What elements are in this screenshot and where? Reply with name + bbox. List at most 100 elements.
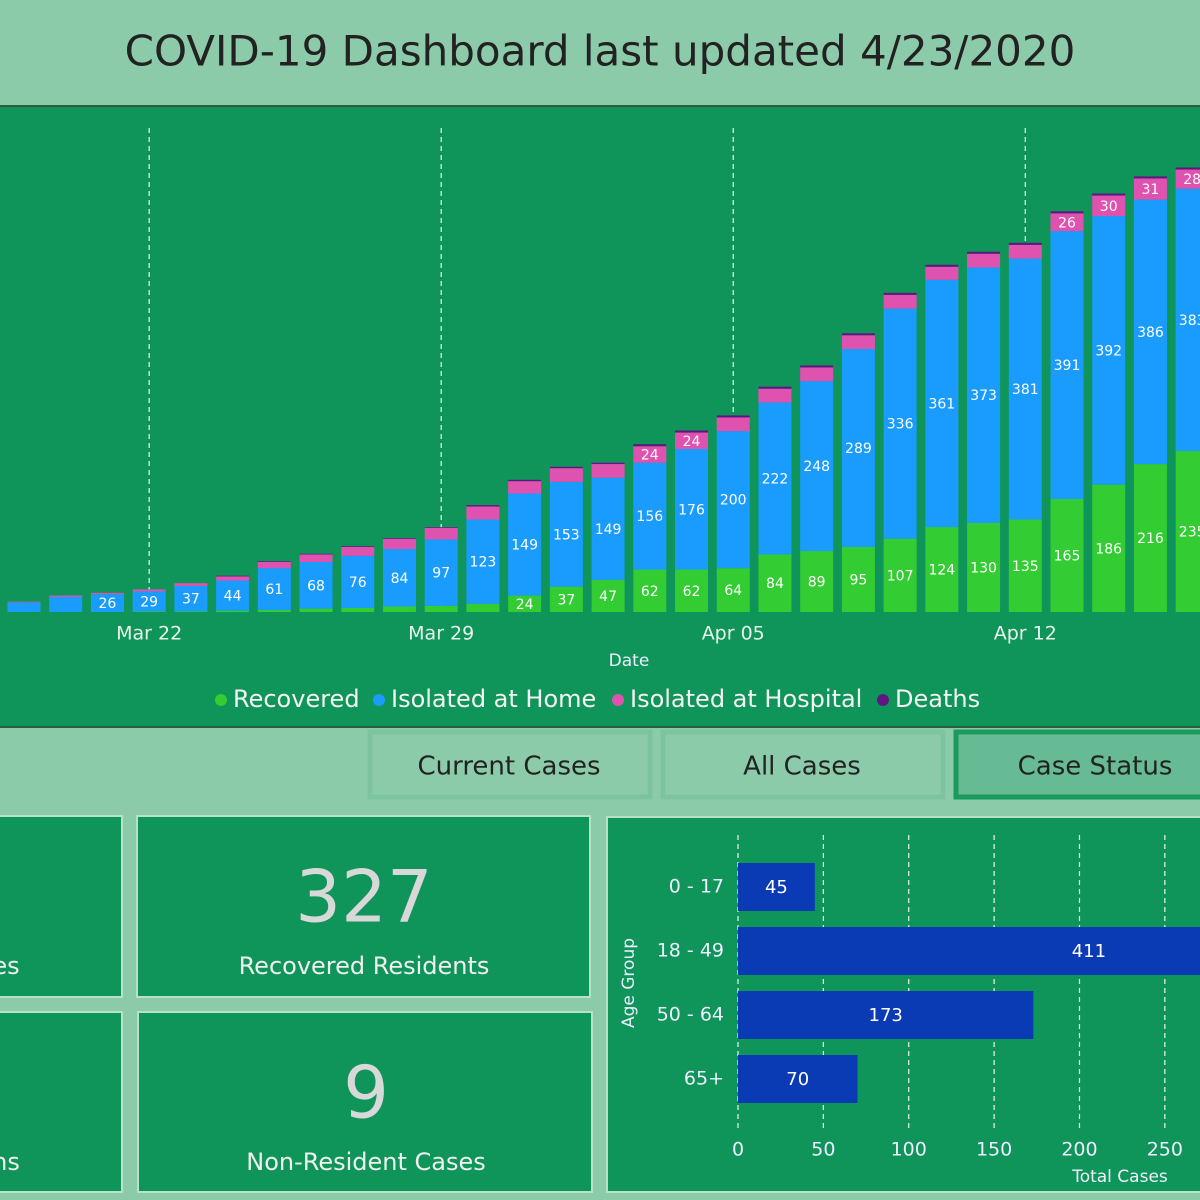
bar-segment <box>257 568 291 610</box>
bar-segment <box>758 386 792 389</box>
bar-segment <box>341 555 375 608</box>
bar-segment <box>800 367 834 382</box>
data-label: 26 <box>1058 215 1076 231</box>
tab-button[interactable] <box>953 729 1200 800</box>
bar-segment <box>299 562 333 609</box>
bar-segment <box>675 430 709 433</box>
axis-title: Age Group <box>619 938 639 1028</box>
x-tick-label: 100 <box>891 1139 927 1161</box>
bar-segment <box>466 506 500 520</box>
bar-segment <box>1050 498 1084 612</box>
bar-segment <box>925 264 959 267</box>
bar <box>738 927 1200 975</box>
card <box>136 815 591 998</box>
data-label: 216 <box>1137 531 1164 547</box>
bar-segment <box>174 583 208 586</box>
bar-segment <box>1008 242 1042 245</box>
bar-segment <box>549 466 583 469</box>
bar-segment <box>800 365 834 368</box>
card <box>137 1011 593 1193</box>
data-label: 200 <box>720 493 747 509</box>
bar-segment <box>1175 169 1200 189</box>
bar-segment <box>341 607 375 612</box>
bar-segment <box>1092 195 1126 217</box>
x-tick-label: 150 <box>976 1139 1012 1161</box>
bar-segment <box>90 592 124 595</box>
card-label: es <box>0 952 20 980</box>
data-label: 84 <box>391 571 409 587</box>
data-label: 29 <box>140 594 158 610</box>
legend-marker <box>877 694 889 706</box>
bar-segment <box>1175 167 1200 170</box>
bar-segment <box>257 561 291 562</box>
bar-segment <box>800 551 834 612</box>
bar-segment <box>1175 451 1200 612</box>
data-label: 76 <box>349 575 367 591</box>
bar-segment <box>1133 464 1167 612</box>
bar <box>738 991 1034 1039</box>
bar-segment <box>382 538 416 539</box>
bar-segment <box>967 253 1001 268</box>
bar-segment <box>758 402 792 555</box>
x-tick-label: 50 <box>811 1139 835 1161</box>
bar-segment <box>716 415 750 418</box>
x-tick-label: 250 <box>1147 1139 1183 1161</box>
data-label: 176 <box>678 502 705 518</box>
data-label: 383 <box>1179 313 1200 329</box>
bar-segment <box>1008 244 1042 259</box>
bar-segment <box>1050 211 1084 214</box>
tab-button[interactable] <box>367 729 653 800</box>
bar-segment <box>299 608 333 612</box>
data-label: 24 <box>516 597 534 613</box>
bar-segment <box>424 605 458 612</box>
tab-label[interactable]: All Cases <box>743 752 861 782</box>
bar-segment <box>216 610 250 612</box>
bar-segment <box>299 553 333 555</box>
tab-label[interactable]: Case Status <box>1018 752 1173 782</box>
data-label: 336 <box>887 417 914 433</box>
bar-segment <box>257 562 291 569</box>
bar-segment <box>508 479 542 482</box>
bar-segment <box>925 279 959 528</box>
bar-segment <box>967 251 1001 254</box>
bar-segment <box>1092 484 1126 612</box>
x-tick-label: Apr 05 <box>702 623 765 645</box>
bar-segment <box>1050 213 1084 232</box>
bar-segment <box>1175 188 1200 452</box>
axis-title: Total Cases <box>1071 1167 1168 1187</box>
bar-segment <box>633 462 667 570</box>
bar-segment <box>633 569 667 612</box>
legend-marker <box>373 694 385 706</box>
bar-segment <box>883 538 917 612</box>
data-label: 124 <box>928 563 955 579</box>
bar-segment <box>216 580 250 611</box>
data-label: 28 <box>1183 172 1200 188</box>
card-value: 327 <box>295 855 432 939</box>
legend-marker <box>612 694 624 706</box>
bar-segment <box>758 388 792 403</box>
tab-button[interactable] <box>660 729 946 800</box>
bar-segment <box>424 527 458 528</box>
data-label: 222 <box>762 471 789 487</box>
bar-segment <box>549 481 583 587</box>
bar-segment <box>1008 519 1042 612</box>
tab-label[interactable]: Current Cases <box>417 752 600 782</box>
bar-segment <box>675 432 709 449</box>
data-label: 361 <box>928 396 955 412</box>
data-label: 68 <box>307 578 325 594</box>
card-label: Non-Resident Cases <box>246 1148 486 1176</box>
data-label: 84 <box>766 576 784 592</box>
bar-segment <box>1092 193 1126 196</box>
data-label: 30 <box>1100 199 1118 215</box>
data-label: 381 <box>1012 382 1039 398</box>
data-label: 62 <box>683 584 701 600</box>
y-tick-label: 65+ <box>684 1068 724 1090</box>
bar-segment <box>675 448 709 570</box>
data-label: 373 <box>970 388 997 404</box>
legend-label: Recovered <box>233 685 360 713</box>
data-label: 392 <box>1095 343 1122 359</box>
bar-segment <box>508 493 542 596</box>
bar-segment <box>883 294 917 309</box>
data-label: 123 <box>470 555 497 571</box>
